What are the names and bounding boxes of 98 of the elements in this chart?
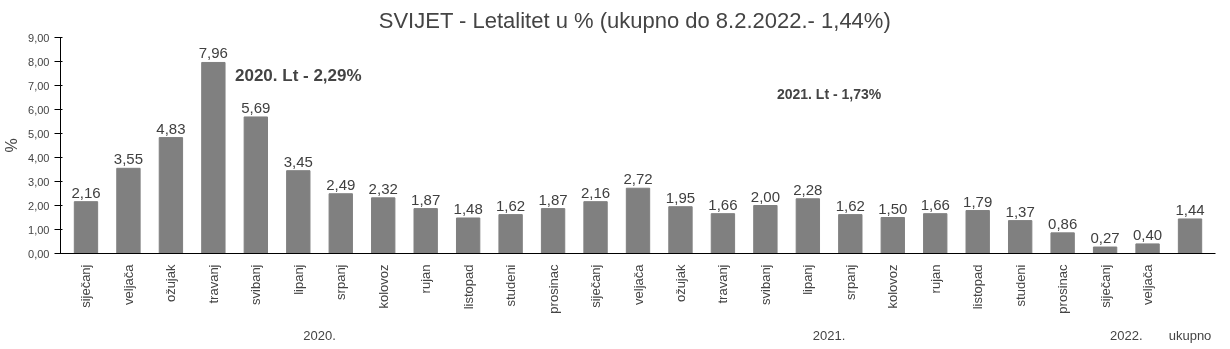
data-label: 2,72 <box>623 170 653 188</box>
bar <box>1177 218 1203 254</box>
bar <box>880 217 905 254</box>
x-tick-label: veljača <box>1140 263 1156 305</box>
bar <box>1092 246 1118 254</box>
x-tick-label: kolovoz <box>375 264 391 309</box>
bar <box>328 193 353 254</box>
text: 2022. <box>1110 327 1143 343</box>
text: 2020. <box>303 327 336 343</box>
data-label: 2,49 <box>326 175 356 193</box>
annotation: 2021. Lt - 1,73% <box>776 86 882 103</box>
y-tick-label: 5,00 <box>28 127 50 140</box>
data-label: 1,50 <box>878 199 908 217</box>
data-label: 2,32 <box>368 179 398 197</box>
y-tick-label: 6,00 <box>28 103 50 116</box>
data-label: 1,44 <box>1175 200 1205 218</box>
data-label: 5,69 <box>241 98 271 116</box>
bar <box>286 170 311 254</box>
data-label: 1,48 <box>453 199 483 217</box>
data-label: 1,66 <box>920 195 950 213</box>
data-label: 7,96 <box>198 44 228 62</box>
data-label: 1,95 <box>665 188 696 206</box>
x-tick-label: svibanj <box>248 264 264 305</box>
bar <box>625 187 651 254</box>
bar <box>73 201 99 254</box>
bar <box>583 201 608 254</box>
y-tick-label: 7,00 <box>28 79 50 92</box>
bar <box>668 206 693 254</box>
bar <box>455 217 481 254</box>
data-label: 2,28 <box>793 180 823 198</box>
data-label: 1,62 <box>835 196 865 214</box>
data-label: 3,55 <box>113 150 144 168</box>
bar <box>116 167 141 254</box>
bar <box>158 137 184 254</box>
x-tick-label: lipanj <box>290 264 306 295</box>
x-tick-label: srpanj <box>333 264 349 300</box>
bar <box>795 198 821 254</box>
x-tick-label: listopad <box>460 264 476 310</box>
y-tick-label: 4,00 <box>28 151 50 164</box>
x-tick-label: ožujak <box>163 264 179 303</box>
text: 2021. <box>812 327 846 343</box>
bar <box>498 214 523 254</box>
x-tick-label: studeni <box>503 264 519 307</box>
y-tick-label: 2,00 <box>28 199 50 212</box>
bar <box>753 205 778 254</box>
data-label: 1,87 <box>538 190 568 208</box>
y-tick-label: 3,00 <box>28 175 50 188</box>
bar <box>1050 232 1075 254</box>
data-label: 2,16 <box>580 183 611 201</box>
data-label: 1,79 <box>963 192 993 210</box>
y-tick-label: 0,00 <box>28 247 50 260</box>
bar <box>540 208 566 254</box>
x-tick-label: prosinac <box>545 264 561 314</box>
annotation: 2020. Lt - 2,29% <box>234 66 362 86</box>
bar <box>710 213 736 254</box>
data-label: 0,86 <box>1048 214 1078 232</box>
x-tick-label: travanj <box>715 264 731 304</box>
bar <box>838 214 863 254</box>
data-label: 1,37 <box>1005 202 1035 220</box>
data-label: 1,62 <box>496 196 526 214</box>
x-tick-label: ožujak <box>672 264 688 303</box>
bar <box>243 116 269 254</box>
y-tick-label: 9,00 <box>28 31 50 44</box>
x-tick-label: svibanj <box>757 264 773 305</box>
bar <box>413 208 438 254</box>
y-tick-label: 1,00 <box>28 223 50 236</box>
y-axis-title: % <box>3 138 21 153</box>
bar <box>965 210 990 254</box>
bar <box>1007 220 1033 254</box>
x-tick-label: siječanj <box>1097 264 1113 308</box>
x-tick-label: prosinac <box>1055 264 1071 314</box>
bar <box>371 197 396 254</box>
bar <box>201 61 226 254</box>
data-label: 1,87 <box>411 190 441 208</box>
x-tick-label: rujan <box>927 264 943 294</box>
data-label: 4,83 <box>156 119 186 137</box>
x-tick-label: siječanj <box>78 264 94 308</box>
bar <box>1135 243 1160 254</box>
data-label: 0,40 <box>1132 225 1163 243</box>
x-tick-label: travanj <box>205 264 221 304</box>
x-tick-label: srpanj <box>842 264 858 300</box>
chart-title: SVIJET - Letalitet u % (ukupno do 8.2.2022.- 1,44%) <box>378 7 891 33</box>
x-tick-label: lipanj <box>800 264 816 295</box>
x-tick-label: rujan <box>418 264 434 294</box>
y-tick-label: 8,00 <box>28 55 50 68</box>
data-label: 2,00 <box>750 187 780 205</box>
data-label: 3,45 <box>283 152 313 170</box>
x-tick-label: kolovoz <box>885 264 901 309</box>
data-label: 2,16 <box>71 183 101 201</box>
x-tick-label: listopad <box>970 264 986 310</box>
data-label: 0,27 <box>1090 229 1120 247</box>
data-label: 1,66 <box>708 195 738 213</box>
text: ukupno <box>1168 327 1212 343</box>
x-tick-label: siječanj <box>588 264 604 308</box>
x-tick-label: studeni <box>1012 264 1028 307</box>
x-tick-label: veljača <box>630 263 646 305</box>
x-tick-label: veljača <box>120 263 136 305</box>
bar <box>923 213 948 254</box>
